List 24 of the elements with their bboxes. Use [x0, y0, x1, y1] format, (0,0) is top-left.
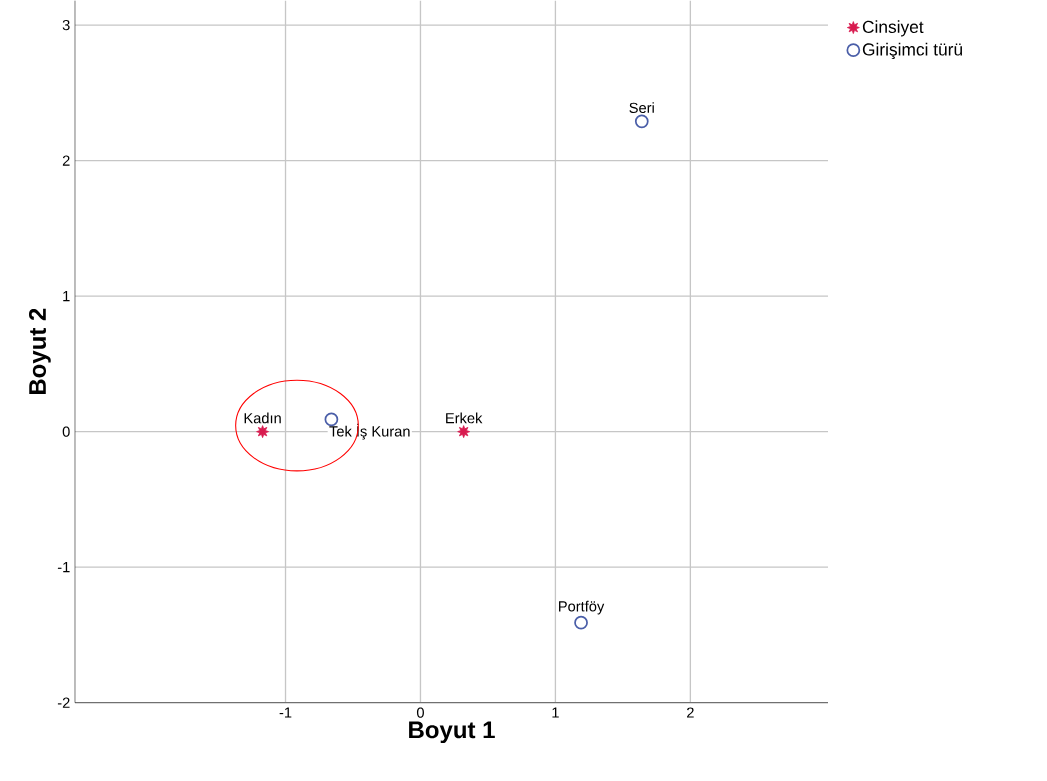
y-tick-label: -1: [57, 562, 70, 573]
point: [256, 425, 269, 439]
annotation: Kadın: [244, 412, 281, 424]
point: [574, 616, 588, 630]
annotation: Seri: [629, 102, 654, 114]
annotation: Erkek: [446, 412, 483, 424]
y-tick-label: -2: [57, 697, 70, 708]
y-tick-label: 3: [62, 20, 70, 31]
point: [457, 425, 471, 439]
y-tick-label: 2: [62, 155, 70, 166]
y-tick-label: 1: [63, 291, 70, 302]
x-tick-label: 2: [687, 707, 694, 718]
x-tick-label: 1: [552, 707, 559, 718]
y-axis-title: Boyut 2: [29, 308, 51, 395]
y-tick-label: 0: [62, 426, 70, 437]
legend-label: Girişimci türü: [862, 43, 962, 60]
annotation: Tek İş Kuran: [329, 423, 410, 440]
legend-label: Cinsiyet: [862, 20, 924, 37]
point: [634, 114, 649, 129]
x-tick-label: -1: [279, 707, 292, 718]
x-axis-title: Boyut 1: [409, 721, 495, 744]
annotation: Portföy: [559, 600, 605, 615]
x-tick-label: 0: [416, 707, 424, 718]
point: [324, 412, 339, 427]
